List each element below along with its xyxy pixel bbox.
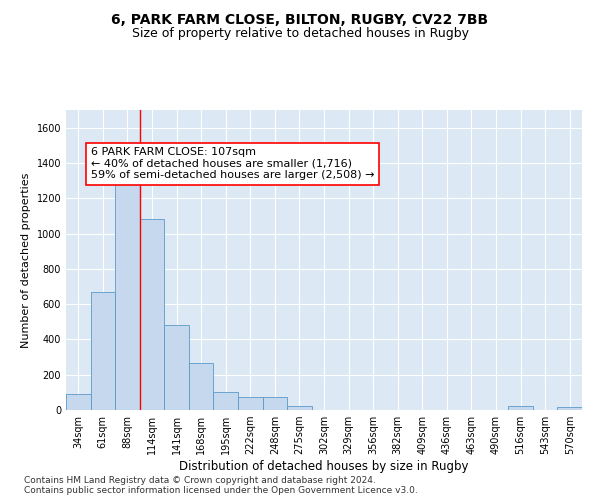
Bar bbox=[214, 392, 238, 410]
Text: Contains HM Land Registry data © Crown copyright and database right 2024.
Contai: Contains HM Land Registry data © Crown c… bbox=[24, 476, 418, 495]
Y-axis label: Number of detached properties: Number of detached properties bbox=[21, 172, 31, 348]
Text: Size of property relative to detached houses in Rugby: Size of property relative to detached ho… bbox=[131, 28, 469, 40]
Bar bbox=[140, 220, 164, 410]
Bar bbox=[115, 154, 140, 410]
Bar bbox=[508, 406, 533, 410]
Text: 6 PARK FARM CLOSE: 107sqm
← 40% of detached houses are smaller (1,716)
59% of se: 6 PARK FARM CLOSE: 107sqm ← 40% of detac… bbox=[91, 147, 374, 180]
Bar bbox=[287, 406, 312, 410]
Bar bbox=[66, 394, 91, 410]
Text: 6, PARK FARM CLOSE, BILTON, RUGBY, CV22 7BB: 6, PARK FARM CLOSE, BILTON, RUGBY, CV22 … bbox=[112, 12, 488, 26]
Bar bbox=[557, 408, 582, 410]
Bar bbox=[91, 292, 115, 410]
Bar bbox=[164, 326, 189, 410]
X-axis label: Distribution of detached houses by size in Rugby: Distribution of detached houses by size … bbox=[179, 460, 469, 473]
Bar bbox=[238, 397, 263, 410]
Bar bbox=[189, 363, 214, 410]
Bar bbox=[263, 397, 287, 410]
